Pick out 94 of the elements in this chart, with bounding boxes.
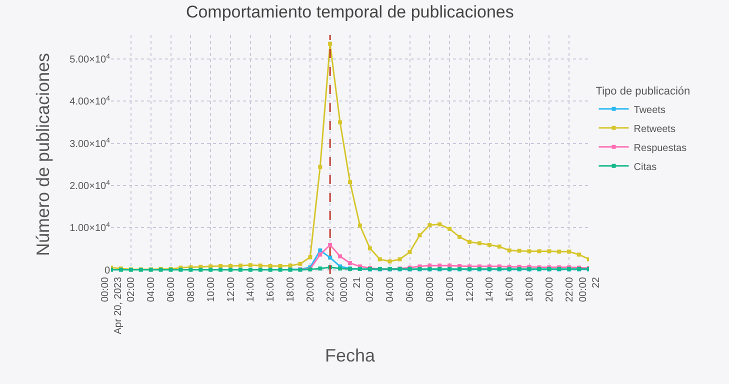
point bbox=[398, 257, 402, 262]
legend-label: Citas bbox=[634, 162, 657, 173]
point bbox=[258, 264, 262, 268]
point bbox=[248, 268, 252, 272]
x-tick-label: 06:00 bbox=[166, 276, 177, 302]
point bbox=[218, 268, 223, 272]
y-tick-label: 0 bbox=[104, 265, 110, 276]
point bbox=[368, 246, 372, 250]
point bbox=[228, 268, 232, 272]
x-tick-label: 04:00 bbox=[385, 276, 396, 302]
point bbox=[268, 268, 272, 272]
x-tick-label: 10:00 bbox=[444, 276, 456, 302]
point bbox=[318, 266, 322, 271]
x-axis-title: Fecha bbox=[324, 345, 376, 366]
x-tick-label: 14:00 bbox=[246, 276, 257, 302]
x-tick-label: 18:00 bbox=[286, 276, 296, 302]
point bbox=[358, 224, 362, 228]
y-tick-label: 3.00×10$^{4}$ bbox=[70, 138, 110, 150]
point bbox=[198, 268, 203, 272]
point bbox=[497, 244, 502, 249]
point bbox=[208, 268, 213, 272]
y-tick-label: 4.00×10$^{4}$ bbox=[70, 95, 110, 108]
x-tick-label: 22:00 bbox=[564, 276, 576, 302]
point bbox=[328, 42, 332, 46]
point bbox=[238, 268, 242, 272]
point bbox=[228, 264, 232, 268]
x-tick-label: 10:00 bbox=[206, 276, 217, 302]
x-tick-label: 22:00 bbox=[325, 276, 336, 302]
x-tick-label: 20:00 bbox=[544, 276, 556, 302]
point bbox=[428, 223, 432, 228]
x-tick-label: 16:00 bbox=[504, 276, 516, 302]
point bbox=[527, 249, 532, 254]
x-tick-label: 06:00 bbox=[405, 276, 416, 302]
point bbox=[577, 252, 582, 257]
legend-label: Retweets bbox=[634, 124, 676, 135]
point bbox=[318, 248, 322, 252]
point bbox=[378, 257, 382, 262]
x-tick-label: 20:00 bbox=[305, 276, 316, 302]
point bbox=[338, 266, 342, 271]
point bbox=[188, 268, 193, 272]
point bbox=[278, 268, 282, 272]
point bbox=[328, 256, 332, 260]
x-tick-label: 12:00 bbox=[226, 276, 237, 302]
x-tick-label: 18:00 bbox=[524, 276, 536, 302]
point bbox=[567, 250, 572, 254]
point bbox=[547, 249, 552, 254]
point bbox=[318, 164, 322, 169]
point bbox=[328, 242, 332, 247]
legend-label: Respuestas bbox=[634, 142, 687, 154]
y-tick-label: 1.00×10$^{4}$ bbox=[70, 222, 110, 234]
point bbox=[557, 250, 562, 254]
x-tick-label: 02:00 bbox=[365, 276, 376, 302]
point bbox=[288, 264, 292, 268]
point bbox=[408, 250, 412, 254]
point bbox=[477, 241, 482, 246]
point bbox=[487, 242, 492, 247]
y-tick-label: 2.00×10$^{4}$ bbox=[70, 180, 110, 192]
x-tick-label: 00:00 22 bbox=[578, 276, 602, 302]
point bbox=[418, 233, 422, 238]
point bbox=[458, 234, 462, 239]
point bbox=[268, 264, 272, 268]
x-tick-label: 14:00 bbox=[484, 276, 496, 302]
x-tick-label: 00:00 Apr 20, 2023 bbox=[100, 276, 124, 334]
point bbox=[338, 254, 342, 258]
legend-title: Tipo de publicación bbox=[596, 85, 690, 98]
point bbox=[218, 264, 223, 268]
y-axis-title: Número de publicaciones bbox=[32, 52, 53, 256]
x-tick-label: 16:00 bbox=[266, 276, 277, 302]
x-tick-label: 02:00 bbox=[126, 276, 138, 302]
point bbox=[388, 259, 392, 264]
point bbox=[438, 222, 442, 226]
point bbox=[468, 240, 472, 244]
y-tick-label: 5.00×10$^{4}$ bbox=[70, 53, 110, 66]
point bbox=[298, 262, 302, 266]
chart-title: Comportamiento temporal de publicaciones bbox=[186, 2, 514, 22]
x-tick-label: 08:00 bbox=[186, 276, 197, 302]
point bbox=[308, 255, 312, 260]
x-tick-label: 04:00 bbox=[146, 276, 158, 302]
point bbox=[338, 120, 342, 124]
point bbox=[507, 248, 512, 252]
point bbox=[318, 252, 322, 257]
point bbox=[248, 263, 252, 268]
point bbox=[348, 180, 352, 184]
x-tick-label: 12:00 bbox=[464, 276, 476, 302]
x-tick-label: 08:00 bbox=[424, 276, 436, 302]
point bbox=[278, 264, 282, 268]
point bbox=[348, 261, 352, 266]
legend-label: Tweets bbox=[634, 104, 666, 116]
point bbox=[537, 249, 542, 254]
x-tick-label: 00:00 21 bbox=[338, 276, 363, 302]
point bbox=[517, 248, 522, 253]
point bbox=[238, 264, 242, 268]
point bbox=[448, 226, 452, 231]
point bbox=[258, 268, 262, 272]
